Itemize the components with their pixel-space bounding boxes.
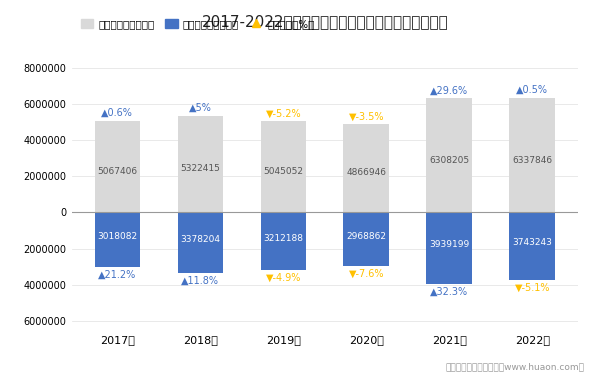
- Legend: 进口总额（万美元）, 出口总额（万美元）, 同比增长（%）: 进口总额（万美元）, 出口总额（万美元）, 同比增长（%）: [77, 15, 319, 33]
- Bar: [510, 98, 555, 212]
- Text: 4866946: 4866946: [346, 168, 386, 177]
- Text: ▼-5.1%: ▼-5.1%: [514, 283, 550, 293]
- Text: ▲11.8%: ▲11.8%: [181, 276, 219, 286]
- Text: 3378204: 3378204: [181, 236, 221, 244]
- Text: 5322415: 5322415: [181, 165, 221, 174]
- Bar: [510, 212, 555, 280]
- Text: 制图：华经产业研究院（www.huaon.com）: 制图：华经产业研究院（www.huaon.com）: [445, 362, 584, 371]
- Text: 2968862: 2968862: [346, 232, 386, 241]
- Bar: [427, 98, 472, 212]
- Text: 3743243: 3743243: [513, 238, 552, 248]
- Text: ▲5%: ▲5%: [189, 103, 212, 113]
- Text: ▼-7.6%: ▼-7.6%: [349, 269, 384, 279]
- Bar: [95, 212, 140, 267]
- Text: ▲21.2%: ▲21.2%: [98, 270, 136, 280]
- Bar: [95, 121, 140, 212]
- Text: ▲32.3%: ▲32.3%: [430, 286, 468, 296]
- Text: ▼-3.5%: ▼-3.5%: [349, 111, 384, 122]
- Text: 6308205: 6308205: [429, 156, 470, 165]
- Bar: [260, 212, 306, 270]
- Title: 2017-2022年浙江省外商投资企业进、出口额统计图: 2017-2022年浙江省外商投资企业进、出口额统计图: [201, 14, 448, 29]
- Bar: [343, 212, 389, 266]
- Text: 6337846: 6337846: [512, 156, 552, 165]
- Text: 3939199: 3939199: [429, 240, 470, 249]
- Text: ▲0.5%: ▲0.5%: [516, 85, 548, 95]
- Bar: [178, 116, 223, 212]
- Bar: [178, 212, 223, 273]
- Bar: [260, 121, 306, 212]
- Text: 3212188: 3212188: [263, 234, 303, 243]
- Text: ▲0.6%: ▲0.6%: [101, 108, 134, 118]
- Bar: [427, 212, 472, 284]
- Text: ▼-5.2%: ▼-5.2%: [265, 108, 301, 118]
- Text: 3018082: 3018082: [97, 232, 138, 242]
- Text: ▼-4.9%: ▼-4.9%: [266, 273, 301, 283]
- Text: ▲29.6%: ▲29.6%: [430, 86, 468, 95]
- Text: 5045052: 5045052: [263, 167, 303, 176]
- Bar: [343, 124, 389, 212]
- Text: 5067406: 5067406: [97, 166, 138, 176]
